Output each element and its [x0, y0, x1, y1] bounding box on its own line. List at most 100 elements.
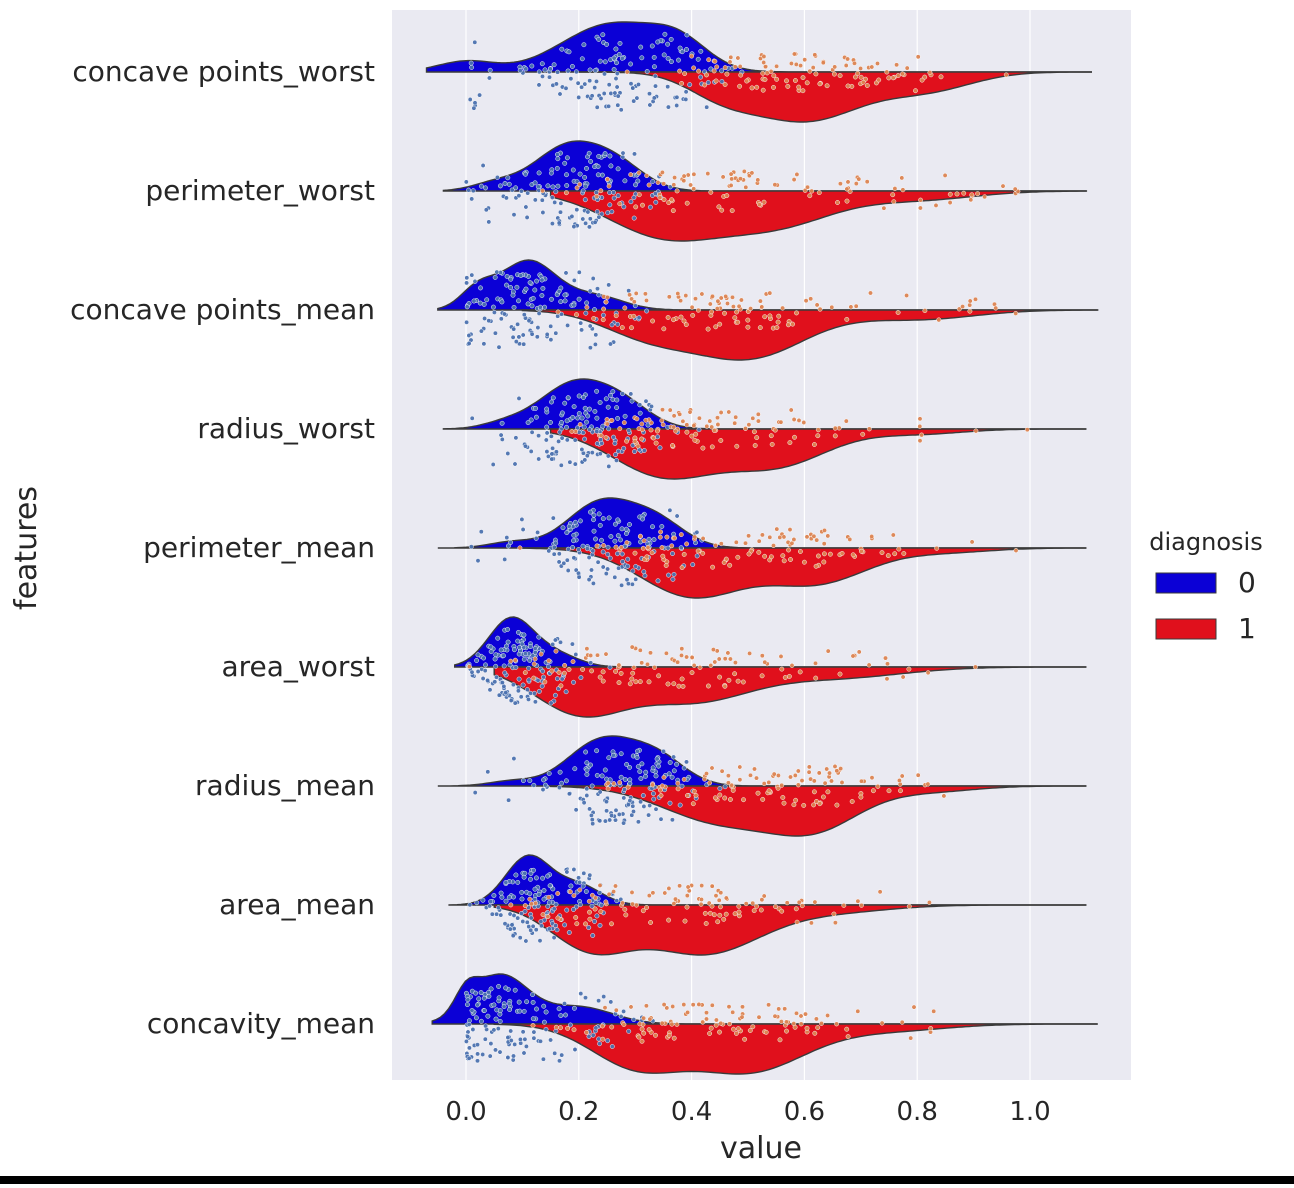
- swarm-dot: [630, 85, 636, 91]
- swarm-dot: [718, 541, 724, 547]
- swarm-dot: [546, 771, 552, 776]
- swarm-dot: [695, 548, 701, 554]
- swarm-dot: [684, 654, 690, 660]
- swarm-dot: [516, 395, 522, 401]
- swarm-dot: [525, 190, 531, 196]
- swarm-dot: [533, 927, 539, 933]
- swarm-dot: [541, 1019, 547, 1025]
- legend-swatch-0: [1155, 572, 1217, 594]
- swarm-dot: [472, 100, 478, 106]
- swarm-dot: [572, 1047, 578, 1052]
- swarm-dot: [637, 679, 643, 685]
- xtick-label-3: 0.6: [784, 1097, 825, 1127]
- swarm-dot: [523, 66, 529, 72]
- swarm-dot: [859, 778, 864, 784]
- swarm-dot: [536, 170, 542, 176]
- swarm-dot: [571, 302, 577, 308]
- swarm-dot: [666, 771, 672, 777]
- swarm-dot: [776, 1006, 782, 1012]
- swarm-dot: [597, 890, 603, 896]
- swarm-dot: [704, 1016, 709, 1022]
- swarm-dot: [856, 176, 862, 182]
- swarm-dot: [571, 679, 576, 685]
- swarm-dot: [817, 801, 823, 807]
- swarm-dot: [755, 790, 761, 796]
- swarm-dot: [532, 886, 538, 892]
- swarm-dot: [570, 414, 576, 420]
- swarm-dot: [707, 780, 713, 786]
- swarm-dot: [589, 817, 595, 823]
- swarm-dot: [612, 538, 618, 544]
- swarm-dot: [735, 678, 741, 684]
- swarm-dot: [733, 539, 739, 545]
- xtick-label-2: 0.4: [671, 1097, 712, 1127]
- swarm-dot: [824, 766, 830, 772]
- swarm-dot: [759, 304, 765, 310]
- swarm-dot: [922, 74, 928, 80]
- swarm-dot: [605, 176, 610, 182]
- swarm-dot: [508, 1038, 514, 1043]
- swarm-dot: [725, 650, 731, 656]
- swarm-dot: [558, 462, 564, 468]
- swarm-dot: [609, 813, 615, 819]
- swarm-dot: [644, 554, 650, 560]
- swarm-dot: [616, 52, 622, 57]
- swarm-dot: [899, 175, 905, 181]
- swarm-dot: [554, 165, 560, 171]
- swarm-dot: [650, 318, 656, 324]
- swarm-dot: [496, 692, 502, 698]
- swarm-dot: [623, 526, 629, 532]
- swarm-dot: [486, 219, 492, 225]
- swarm-dot: [630, 670, 636, 676]
- swarm-dot: [650, 890, 656, 896]
- swarm-dot: [618, 544, 624, 550]
- swarm-dot: [742, 1036, 748, 1042]
- swarm-dot: [637, 410, 643, 416]
- swarm-dot: [520, 332, 526, 338]
- swarm-dot: [584, 453, 590, 459]
- swarm-dot: [763, 1029, 769, 1035]
- swarm-dot: [591, 517, 596, 523]
- swarm-dot: [688, 182, 694, 188]
- swarm-dot: [515, 629, 521, 635]
- swarm-dot: [490, 462, 496, 467]
- swarm-dot: [559, 780, 565, 786]
- swarm-dot: [853, 181, 859, 187]
- swarm-dot: [595, 286, 600, 292]
- swarm-dot: [527, 896, 533, 902]
- swarm-dot: [614, 405, 620, 411]
- swarm-dot: [635, 764, 641, 770]
- swarm-dot: [463, 179, 469, 185]
- swarm-dot: [553, 81, 559, 87]
- swarm-dot: [664, 534, 670, 540]
- swarm-dot: [606, 891, 612, 897]
- swarm-dot: [584, 786, 590, 792]
- swarm-dot: [502, 921, 508, 927]
- swarm-dot: [607, 202, 613, 208]
- swarm-dot: [564, 172, 569, 178]
- swarm-dot: [485, 677, 491, 683]
- swarm-dot: [891, 199, 897, 205]
- swarm-dot: [501, 683, 507, 689]
- swarm-dot: [567, 889, 573, 895]
- swarm-dot: [526, 665, 532, 671]
- swarm-dot: [575, 425, 581, 431]
- swarm-dot: [625, 563, 631, 569]
- swarm-dot: [884, 69, 890, 75]
- swarm-dot: [588, 653, 594, 658]
- swarm-dot: [647, 1016, 653, 1022]
- swarm-dot: [973, 428, 979, 434]
- swarm-dot: [624, 761, 630, 767]
- swarm-dot: [615, 551, 620, 557]
- swarm-dot: [548, 419, 553, 425]
- swarm-dot: [669, 817, 675, 823]
- swarm-dot: [590, 821, 596, 827]
- swarm-dot: [762, 77, 768, 82]
- swarm-dot: [809, 188, 815, 194]
- swarm-dot: [466, 664, 472, 670]
- swarm-dot: [513, 435, 519, 441]
- swarm-dot: [787, 527, 793, 533]
- swarm-dot: [892, 551, 898, 557]
- swarm-dot: [696, 68, 702, 74]
- swarm-dot: [748, 306, 754, 312]
